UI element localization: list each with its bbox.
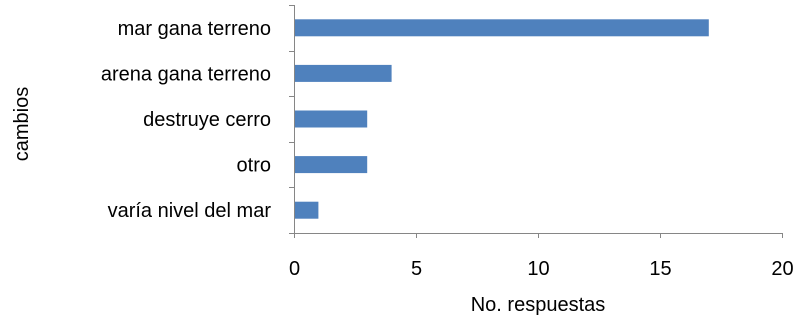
x-tick-label-15: 15 xyxy=(649,258,671,280)
bar-4 xyxy=(294,156,368,174)
category-label-5: varía nivel del mar xyxy=(108,200,272,222)
bar-3 xyxy=(294,110,368,128)
x-tick-label-10: 10 xyxy=(527,258,549,280)
bar-2 xyxy=(294,64,392,82)
x-tick-label-5: 5 xyxy=(411,258,422,280)
axes-group xyxy=(289,5,783,238)
x-axis-title: No. respuestas xyxy=(471,294,606,316)
x-tick-label-20: 20 xyxy=(771,258,793,280)
category-label-3: destruye cerro xyxy=(143,109,271,131)
category-label-2: arena gana terreno xyxy=(101,63,271,85)
bar-5 xyxy=(294,201,319,219)
bars-group xyxy=(294,19,709,219)
category-label-4: otro xyxy=(237,155,271,177)
category-labels: mar gana terreno arena gana terreno destru… xyxy=(101,18,271,222)
x-tick-label-0: 0 xyxy=(289,258,300,280)
category-label-1: mar gana terreno xyxy=(118,18,271,40)
x-tick-labels: 0 5 10 15 20 xyxy=(289,258,794,280)
y-axis-title: cambios xyxy=(11,87,33,161)
bar-1 xyxy=(294,19,709,37)
